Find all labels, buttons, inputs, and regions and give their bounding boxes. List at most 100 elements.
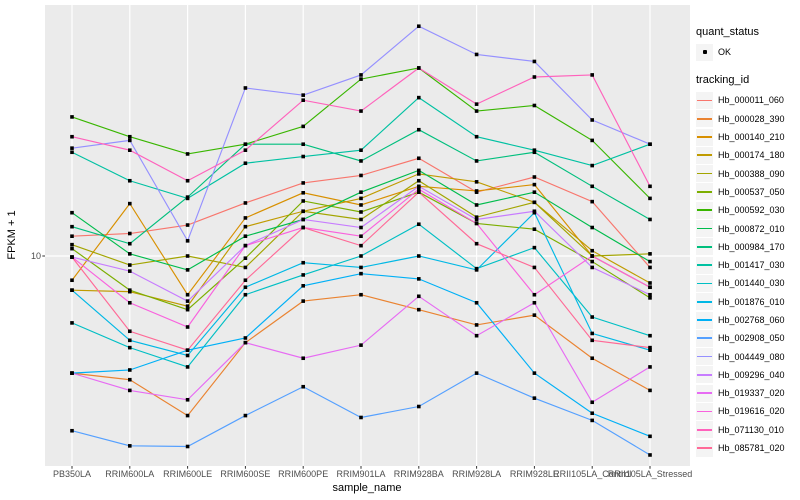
- tracking-id-legend-items: Hb_000011_060 Hb_000028_390 Hb_000140_210 H…: [696, 91, 800, 457]
- data-point: [417, 178, 421, 183]
- legend-item-label: Hb_000140_210: [718, 132, 785, 143]
- quant-status-key: [696, 43, 713, 61]
- legend-item: Hb_085781_020: [696, 439, 800, 457]
- data-point: [359, 159, 363, 163]
- data-point: [532, 75, 537, 79]
- legend-title-tracking-id: tracking_id: [696, 74, 750, 87]
- data-point: [474, 217, 479, 222]
- data-point: [532, 313, 537, 317]
- data-point: [70, 134, 74, 139]
- data-point: [532, 371, 537, 375]
- data-point: [243, 216, 248, 220]
- data-point: [532, 148, 537, 152]
- series-color-key: [696, 128, 713, 146]
- data-point: [359, 203, 363, 207]
- x-axis-tick-label: RRIM928LA: [452, 469, 501, 479]
- data-point: [532, 227, 537, 231]
- legend-item-label: Hb_000872_010: [718, 223, 785, 234]
- series-color-key: [696, 311, 713, 329]
- data-point: [474, 203, 479, 207]
- data-point: [128, 288, 132, 292]
- x-axis-tick-label: RRIM901LA: [336, 469, 385, 479]
- series-color-swatch: [697, 392, 712, 395]
- data-point: [185, 307, 190, 312]
- data-point: [301, 154, 305, 159]
- legend-item-label: Hb_000537_050: [718, 186, 785, 197]
- x-axis-tick-label: RRIM600LA: [105, 469, 154, 479]
- data-point: [185, 325, 190, 329]
- data-point: [474, 102, 479, 106]
- data-point: [648, 184, 652, 189]
- plot-panel: [45, 5, 690, 466]
- data-point: [185, 239, 190, 243]
- data-point: [417, 24, 421, 29]
- legend-item: Hb_000011_060: [696, 91, 800, 109]
- legend-item: Hb_004449_080: [696, 347, 800, 366]
- data-point: [128, 138, 132, 143]
- data-point: [590, 199, 594, 204]
- y-axis-tick-label: 10: [31, 251, 41, 261]
- legend-item: Hb_019616_020: [696, 402, 800, 420]
- data-point: [532, 150, 537, 155]
- data-point: [359, 292, 363, 297]
- series-color-swatch: [697, 191, 712, 193]
- data-point: [417, 277, 421, 281]
- data-point: [128, 388, 132, 393]
- series-color-key: [696, 366, 713, 384]
- series-color-swatch: [697, 209, 712, 212]
- data-point: [185, 413, 190, 418]
- legend-item: Hb_009296_040: [696, 366, 800, 384]
- x-axis-tick-label: RRIM600PE: [278, 469, 328, 479]
- legend-item-label: Hb_001876_010: [718, 296, 785, 307]
- data-point: [532, 175, 537, 179]
- series-color-swatch: [697, 117, 712, 120]
- data-point: [590, 225, 594, 230]
- series-color-swatch: [697, 99, 712, 102]
- data-point: [243, 201, 248, 205]
- y-axis-title: FPKM + 1: [6, 210, 18, 259]
- legend-item: Hb_000984_170: [696, 238, 800, 256]
- data-point: [301, 142, 305, 147]
- data-point: [185, 304, 190, 308]
- data-point: [128, 134, 132, 139]
- data-point: [359, 254, 363, 258]
- data-point: [128, 252, 132, 256]
- legend-item: Hb_001417_030: [696, 256, 800, 274]
- series-color-swatch: [697, 300, 712, 303]
- legend-item: Hb_000028_390: [696, 110, 800, 128]
- series-color-key: [696, 439, 713, 457]
- data-point: [474, 215, 479, 219]
- legend-item: Hb_002768_060: [696, 311, 800, 329]
- data-point: [359, 73, 363, 77]
- data-point: [590, 138, 594, 143]
- data-point: [243, 278, 248, 283]
- data-point: [532, 182, 537, 187]
- data-point: [648, 196, 652, 201]
- data-point: [474, 323, 479, 327]
- legend-item: Hb_000174_180: [696, 146, 800, 164]
- data-point: [243, 336, 248, 340]
- data-point: [359, 217, 363, 222]
- data-point: [474, 109, 479, 113]
- data-point: [590, 315, 594, 319]
- series-color-swatch: [697, 172, 712, 175]
- series-color-key: [696, 384, 713, 402]
- series-color-swatch: [697, 227, 712, 230]
- series-color-key: [696, 201, 713, 219]
- data-point: [128, 300, 132, 305]
- data-point: [648, 296, 652, 300]
- data-point: [243, 148, 248, 152]
- data-point: [301, 356, 305, 361]
- data-point: [243, 292, 248, 297]
- data-point: [648, 285, 652, 290]
- data-point: [70, 115, 74, 119]
- data-point: [185, 223, 190, 227]
- data-point: [243, 234, 248, 239]
- data-point: [417, 184, 421, 189]
- data-point: [185, 178, 190, 183]
- data-point: [301, 283, 305, 288]
- data-point: [359, 265, 363, 270]
- data-point: [474, 333, 479, 338]
- legend: quant_status OK tracking_id Hb_000011_06…: [696, 26, 800, 457]
